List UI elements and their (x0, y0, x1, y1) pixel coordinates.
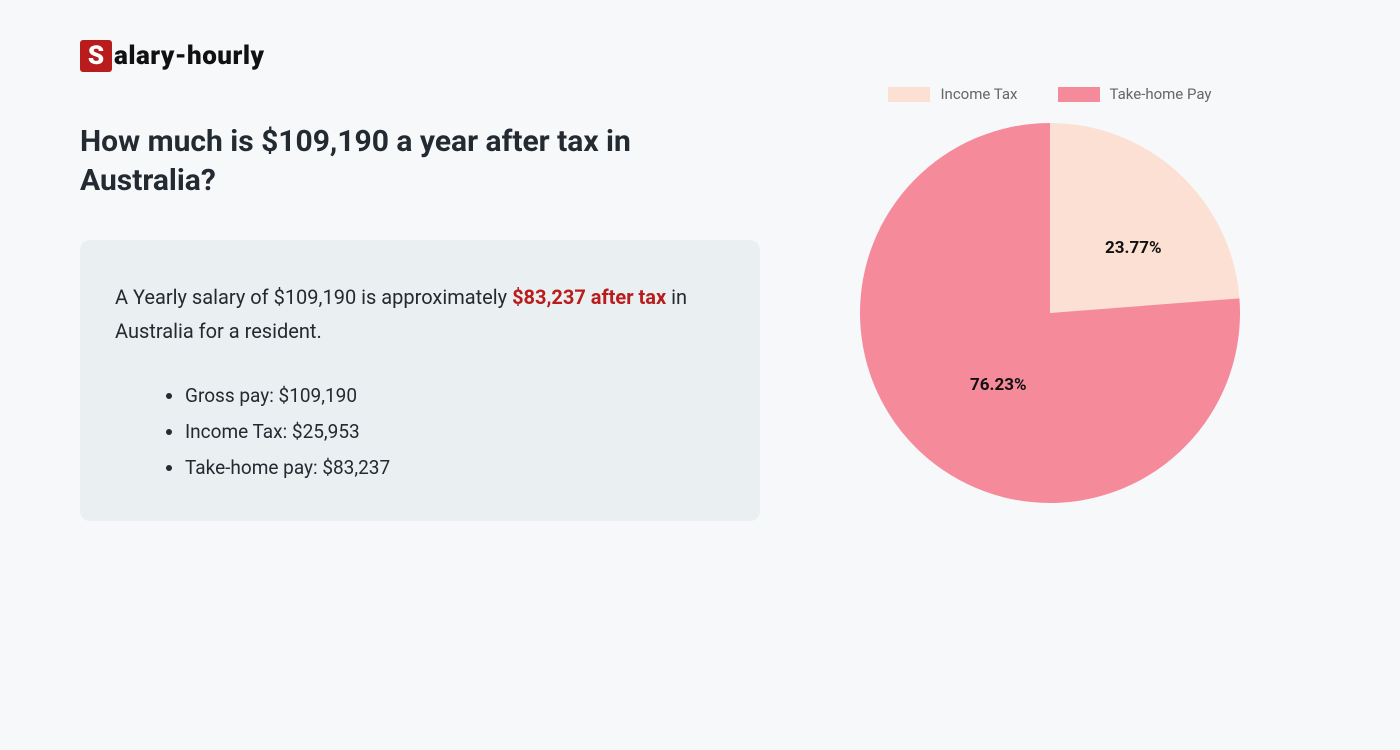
list-item: Income Tax: $25,953 (185, 414, 725, 450)
legend-label: Take-home Pay (1110, 85, 1212, 103)
list-item: Gross pay: $109,190 (185, 378, 725, 414)
legend-item-take-home: Take-home Pay (1058, 85, 1212, 103)
legend-swatch (1058, 87, 1100, 102)
legend-item-income-tax: Income Tax (888, 85, 1017, 103)
pie-slice-label: 76.23% (970, 375, 1027, 395)
page-heading: How much is $109,190 a year after tax in… (80, 122, 760, 200)
logo-text: alary-hourly (114, 41, 264, 71)
summary-card: A Yearly salary of $109,190 is approxima… (80, 240, 760, 521)
chart-legend: Income Tax Take-home Pay (888, 85, 1211, 103)
logo-initial: S (80, 40, 112, 72)
summary-prefix: A Yearly salary of $109,190 is approxima… (115, 285, 512, 309)
legend-swatch (888, 87, 930, 102)
pie-chart: 23.77% 76.23% (860, 123, 1240, 503)
summary-highlight: $83,237 after tax (512, 285, 666, 309)
logo: S alary-hourly (80, 40, 760, 72)
pie-slice-label: 23.77% (1105, 238, 1162, 258)
summary-text: A Yearly salary of $109,190 is approxima… (115, 280, 725, 348)
bullet-list: Gross pay: $109,190 Income Tax: $25,953 … (115, 378, 725, 486)
legend-label: Income Tax (940, 85, 1017, 103)
list-item: Take-home pay: $83,237 (185, 450, 725, 486)
